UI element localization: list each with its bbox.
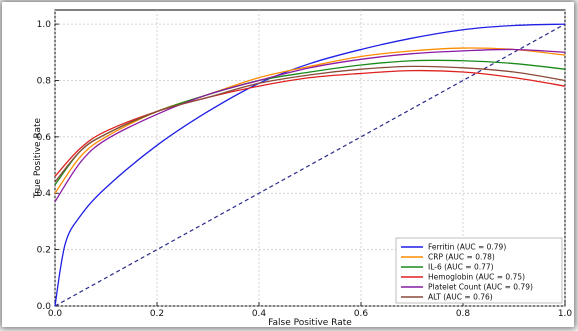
chance-diagonal-line — [54, 23, 566, 307]
y-tick-label: 0.2 — [37, 246, 51, 256]
roc-curve-4 — [54, 69, 566, 177]
y-tick-label: 1.0 — [37, 20, 52, 30]
x-tick-label: 0.4 — [252, 309, 267, 319]
legend-entry: IL-6 (AUC = 0.77) — [428, 263, 494, 272]
x-tick-label: 1.0 — [558, 309, 573, 319]
y-tick-label: 0.6 — [37, 133, 52, 143]
legend-entry: Ferritin (AUC = 0.79) — [428, 243, 506, 252]
legend-entry: Platelet Count (AUC = 0.79) — [428, 283, 533, 292]
roc-curve-2 — [54, 47, 566, 194]
y-tick-label: 0.4 — [37, 189, 52, 199]
roc-curves — [54, 23, 566, 307]
x-tick-label: 0.8 — [456, 309, 471, 319]
y-axis-label: True Positive Rate — [33, 117, 43, 199]
x-axis-ticks: 0.0 0.2 0.4 0.6 0.8 1.0 — [48, 302, 573, 319]
x-tick-label: 0.6 — [354, 309, 369, 319]
roc-curve-5 — [54, 48, 566, 203]
legend-entry: CRP (AUC = 0.78) — [428, 253, 495, 262]
roc-curve-6 — [54, 65, 566, 183]
y-axis-ticks: 0.0 0.2 0.4 0.6 0.8 1.0 — [37, 20, 59, 312]
x-tick-label: 0.2 — [150, 309, 164, 319]
legend-entry: Hemoglobin (AUC = 0.75) — [428, 273, 525, 282]
y-tick-label: 0.0 — [37, 302, 52, 312]
x-axis-label: False Positive Rate — [268, 318, 352, 328]
legend: Ferritin (AUC = 0.79)CRP (AUC = 0.78)IL-… — [395, 237, 563, 304]
x-tick-label: 0.0 — [48, 309, 63, 319]
y-tick-label: 0.8 — [37, 76, 52, 86]
legend-box — [395, 237, 563, 304]
legend-entry: ALT (AUC = 0.76) — [428, 293, 493, 302]
